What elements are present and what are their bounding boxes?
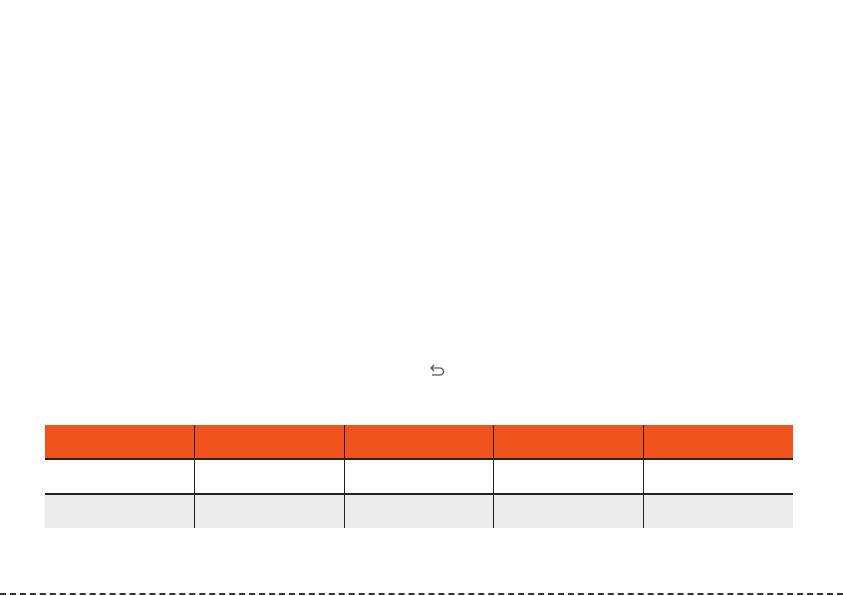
undo-icon[interactable] [428, 362, 448, 380]
column-header[interactable] [194, 425, 345, 460]
table-cell[interactable] [643, 459, 793, 495]
data-table [45, 425, 793, 528]
column-header[interactable] [643, 425, 793, 460]
table-row [45, 494, 793, 528]
table-header-row [45, 425, 793, 460]
table-row [45, 459, 793, 495]
table-cell[interactable] [493, 494, 644, 528]
page-divider [0, 593, 843, 595]
table-cell[interactable] [643, 494, 793, 528]
table-cell[interactable] [194, 459, 345, 495]
table-cell[interactable] [45, 459, 196, 495]
table-cell[interactable] [344, 459, 495, 495]
table-cell[interactable] [344, 494, 495, 528]
table-cell[interactable] [45, 494, 196, 528]
column-header[interactable] [493, 425, 644, 460]
table-cell[interactable] [493, 459, 644, 495]
table-cell[interactable] [194, 494, 345, 528]
column-header[interactable] [45, 425, 196, 460]
column-header[interactable] [344, 425, 495, 460]
